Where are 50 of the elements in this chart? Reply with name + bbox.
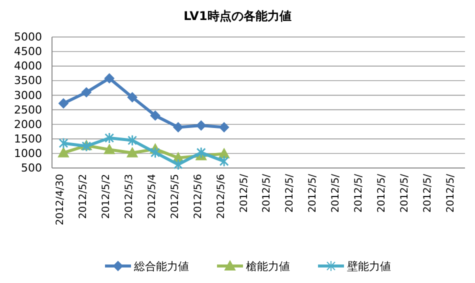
x-tick-label: 2012/5/6 — [216, 174, 227, 219]
x-tick-label: 2012/5/6 — [192, 174, 204, 219]
x-tick-label: 2012/4/30 — [55, 174, 66, 226]
point — [104, 132, 114, 144]
legend-label: 壁能力値 — [347, 260, 391, 273]
x-tick-label: 2012/5/ — [445, 173, 456, 213]
x-tick-label: 2012/5/2 — [78, 174, 90, 219]
point — [150, 146, 160, 158]
point — [126, 147, 138, 158]
x-tick-label: 2012/5/ — [376, 173, 388, 213]
point — [58, 98, 68, 108]
point — [58, 147, 69, 158]
y-tick-label: 3500 — [14, 74, 42, 88]
y-tick-label: 2500 — [14, 103, 42, 116]
point — [196, 146, 206, 158]
legend-label: 槍能力値 — [246, 260, 290, 273]
x-tick-label: 2012/5/2 — [101, 174, 112, 219]
x-tick-label: 2012/5/ — [330, 173, 342, 213]
point — [104, 73, 114, 84]
y-tick-label: 4000 — [14, 60, 42, 73]
x-tick-label: 2012/5/ — [238, 173, 250, 213]
y-tick-label: 1000 — [14, 146, 42, 160]
x-tick-label: 2012/5/ — [353, 173, 364, 213]
chart-title: LV1時点の各能力値 — [184, 9, 292, 23]
point — [58, 138, 68, 150]
x-tick-label: 2012/5/3 — [124, 174, 136, 219]
point — [150, 110, 160, 121]
y-tick-label: 1500 — [14, 132, 42, 146]
x-tick-label: 2012/5/5 — [170, 174, 181, 219]
x-tick-label: 2012/5/ — [399, 173, 410, 213]
point — [128, 134, 138, 146]
y-tick-label: 4500 — [14, 45, 42, 58]
y-tick-label: 5000 — [14, 30, 42, 44]
y-tick-label: 2000 — [14, 118, 42, 131]
point — [196, 120, 206, 130]
point — [219, 122, 230, 132]
y-tick-label: 500 — [21, 162, 42, 175]
legend-label: 総合能力値 — [133, 260, 189, 273]
x-tick-label: 2012/5/ — [308, 173, 319, 213]
x-tick-label: 2012/5/4 — [146, 174, 158, 219]
x-tick-label: 2012/5/ — [262, 173, 273, 213]
point — [104, 144, 115, 154]
point — [127, 92, 138, 102]
y-tick-label: 3000 — [14, 88, 42, 102]
point — [81, 87, 92, 98]
x-tick-label: 2012/5/ — [422, 173, 434, 213]
point — [173, 158, 183, 170]
point — [219, 156, 229, 168]
x-tick-label: 2012/5/ — [284, 173, 296, 213]
point — [173, 122, 184, 132]
